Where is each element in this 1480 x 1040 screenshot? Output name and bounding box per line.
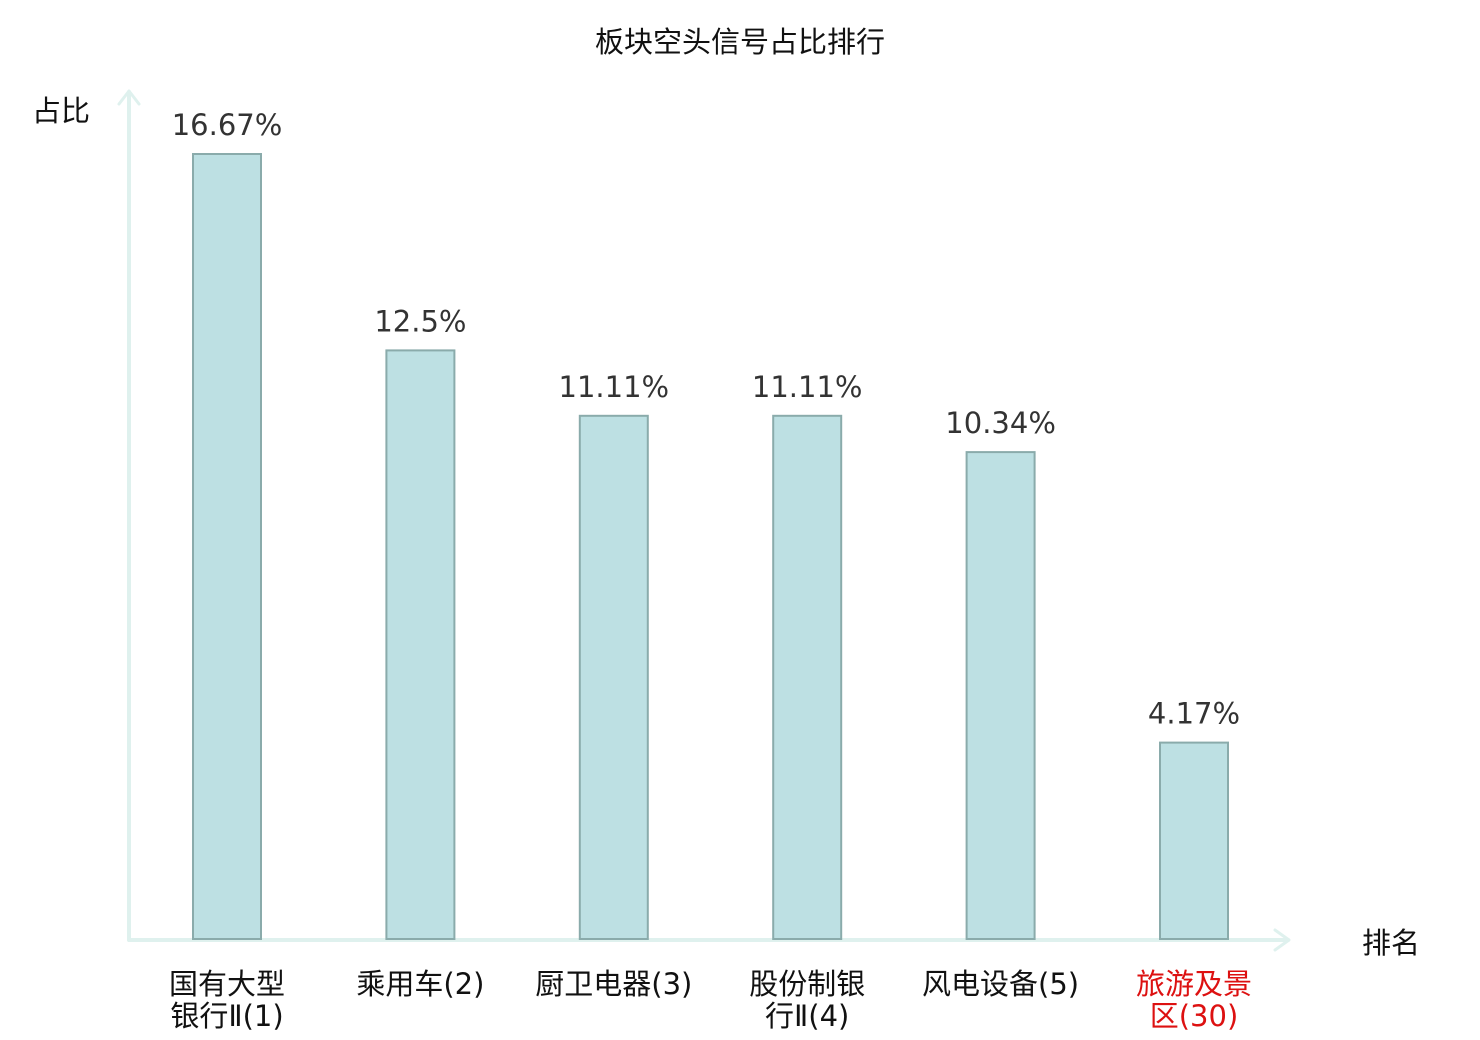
value-label-2: 12.5% xyxy=(374,304,466,338)
bars xyxy=(192,153,1229,940)
bar-3 xyxy=(578,414,649,940)
value-labels: 16.67% 12.5% 11.11% 11.11% 10.34% 4.17% xyxy=(172,108,1240,731)
x-axis-label: 排名 xyxy=(1362,926,1420,960)
x-axis-arrow xyxy=(1273,928,1291,952)
category-label-2-line-1: 乘用车(2) xyxy=(356,967,484,1001)
category-label-1-line-2: 银行Ⅱ(1) xyxy=(170,999,283,1033)
bar-6 xyxy=(1159,741,1229,940)
category-label-6-line-1: 旅游及景 xyxy=(1136,967,1252,1001)
axes xyxy=(117,89,1291,952)
category-label-6-line-2: 区(30) xyxy=(1150,999,1239,1033)
bar-1 xyxy=(192,153,262,940)
bar-5 xyxy=(965,451,1036,940)
value-label-1: 16.67% xyxy=(172,108,283,142)
y-axis-arrow xyxy=(117,89,141,106)
bar-2 xyxy=(385,349,456,940)
category-label-3-line-1: 厨卫电器(3) xyxy=(535,967,692,1001)
y-axis-label: 占比 xyxy=(32,94,90,128)
bar-4 xyxy=(772,414,843,940)
value-label-6: 4.17% xyxy=(1148,697,1240,731)
chart-title: 板块空头信号占比排行 xyxy=(595,25,885,59)
category-label-4-line-2: 行Ⅱ(4) xyxy=(765,999,849,1033)
value-label-5: 10.34% xyxy=(945,406,1056,440)
category-label-1-line-1: 国有大型 xyxy=(169,967,285,1001)
value-label-4: 11.11% xyxy=(752,370,863,404)
value-label-3: 11.11% xyxy=(559,370,670,404)
category-label-5-line-1: 风电设备(5) xyxy=(922,967,1079,1001)
category-label-4-line-1: 股份制银 xyxy=(749,967,865,1001)
